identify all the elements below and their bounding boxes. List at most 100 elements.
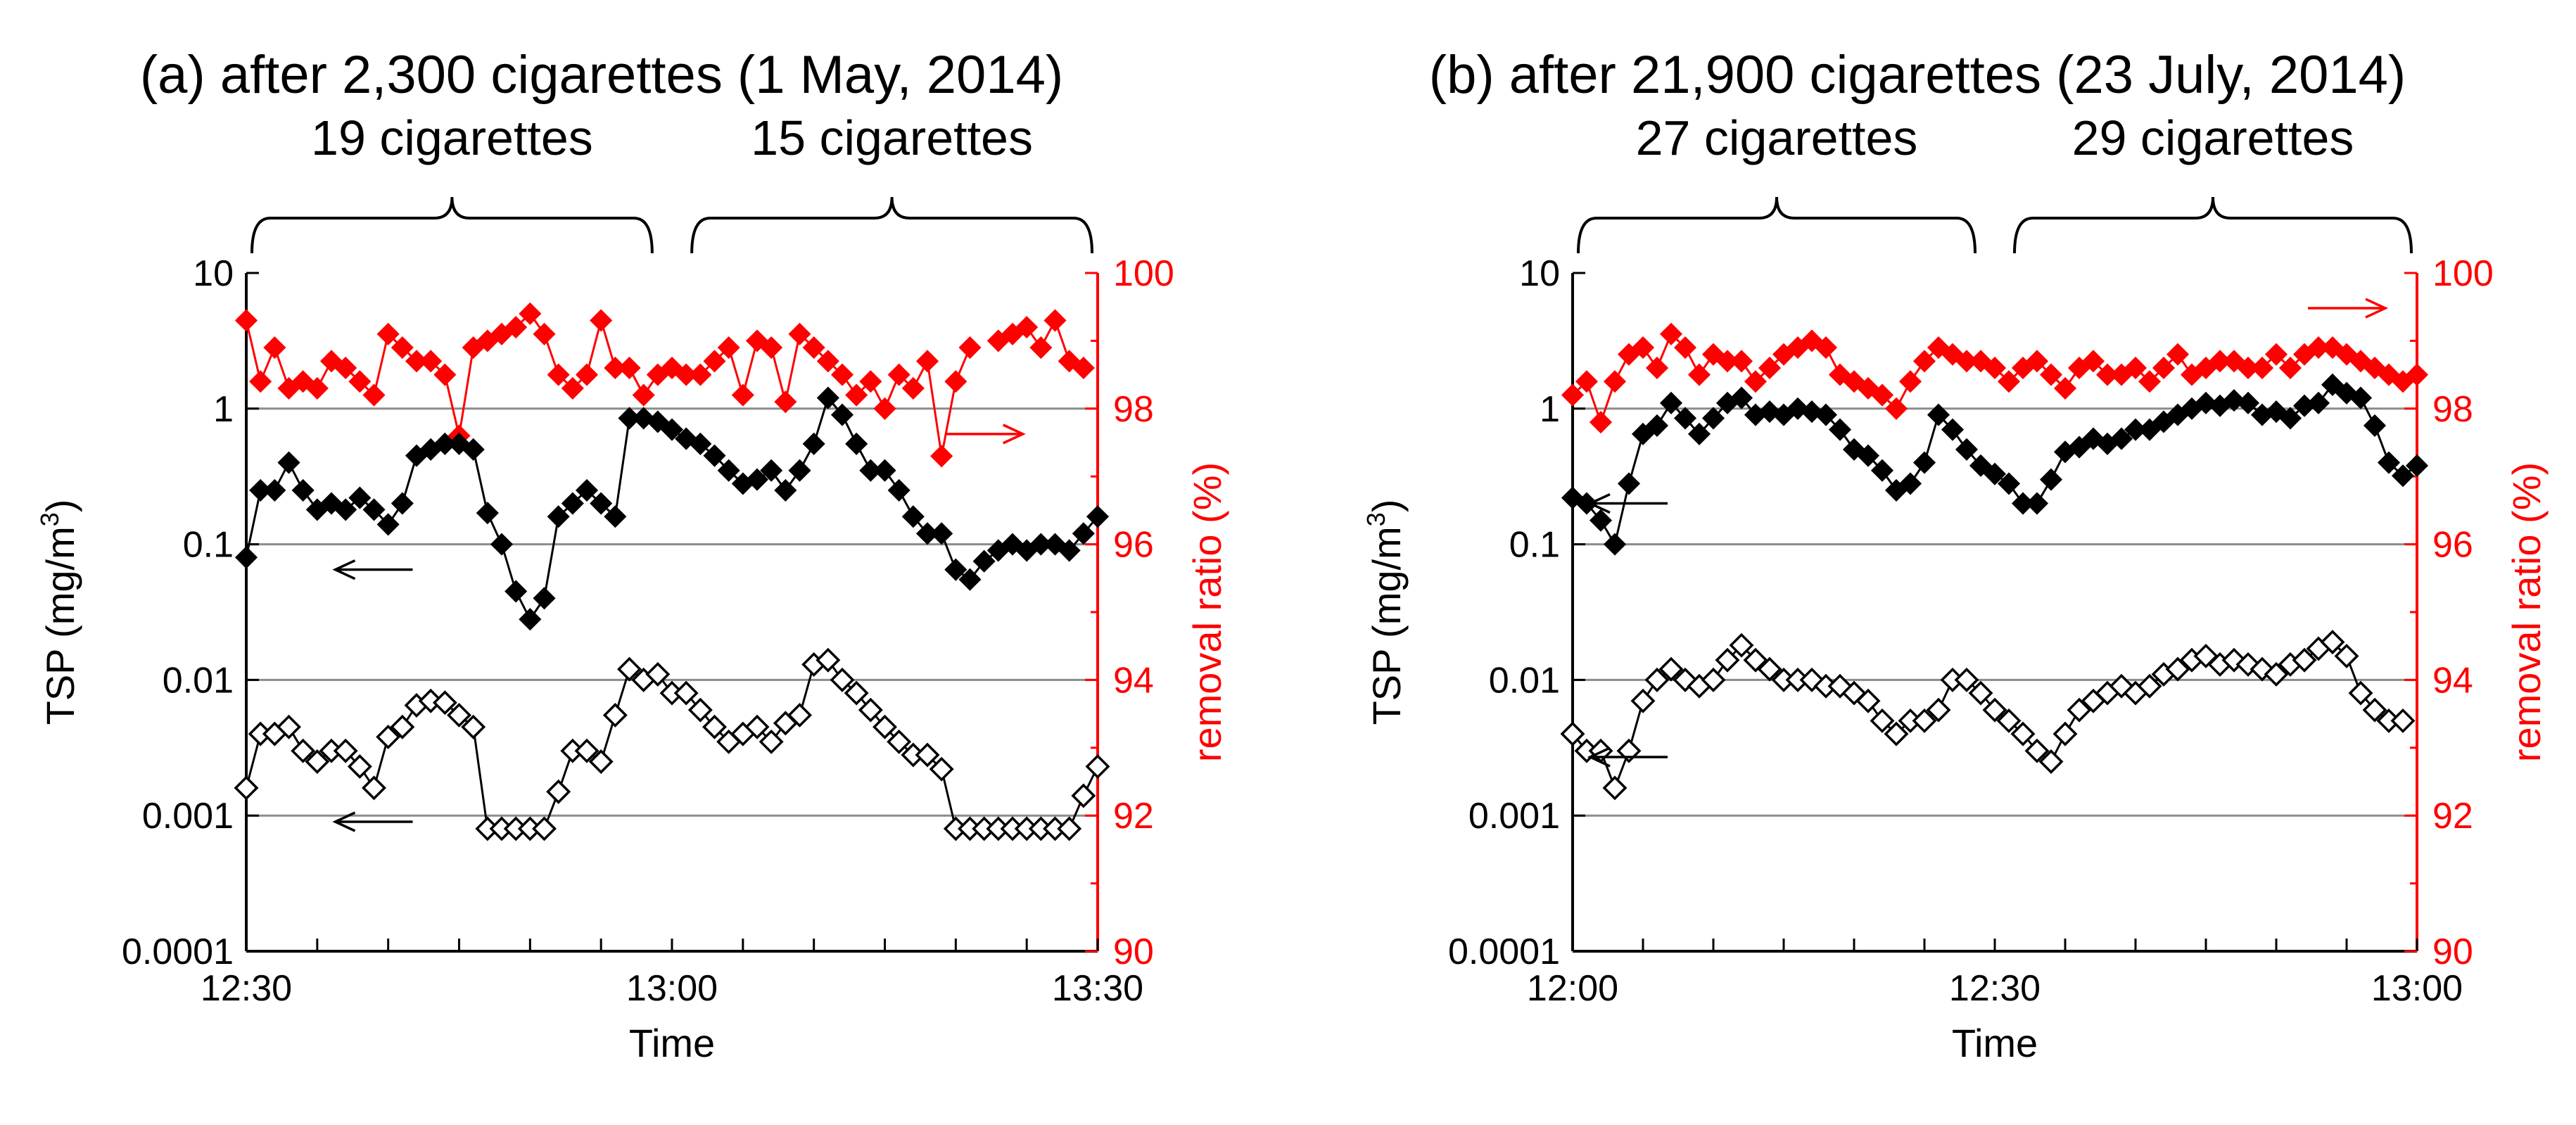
data-point — [858, 697, 883, 723]
data-point — [2307, 391, 2330, 414]
data-point — [362, 383, 386, 407]
data-point — [277, 451, 300, 474]
y-left-tick-label: 0.0001 — [1448, 932, 1560, 972]
data-point — [930, 522, 953, 545]
data-point — [419, 350, 443, 373]
y-right-tick-label: 100 — [2432, 253, 2494, 294]
data-point — [391, 336, 414, 360]
data-point — [2137, 673, 2162, 699]
y-right-tick-label: 90 — [2432, 932, 2473, 972]
data-point — [2250, 356, 2274, 380]
data-point — [689, 432, 712, 455]
data-point — [263, 336, 286, 360]
data-point — [1687, 363, 1711, 386]
group-brace — [250, 196, 654, 254]
chart-title: (b) after 21,900 cigarettes (23 July, 20… — [1429, 45, 2406, 105]
y-axis-left-label-close: ) — [38, 500, 82, 513]
data-point — [519, 302, 542, 325]
data-point — [1898, 370, 1922, 393]
arrow-head — [1587, 492, 1611, 514]
data-point — [1912, 708, 1937, 733]
data-point — [1730, 350, 1753, 373]
data-point — [2025, 492, 2049, 515]
y-axis-left-label-text: TSP (mg/m — [1364, 526, 1409, 725]
y-left-tick-label: 0.01 — [1489, 660, 1560, 701]
data-point — [305, 749, 330, 774]
data-point — [2025, 350, 2049, 373]
group-brace — [1577, 196, 1977, 254]
data-point — [1058, 539, 1081, 562]
data-point — [333, 738, 358, 763]
data-point — [745, 468, 769, 491]
data-point — [944, 558, 967, 581]
data-point — [376, 513, 400, 536]
data-point — [234, 775, 259, 801]
panel-b: (b) after 21,900 cigarettes (23 July, 20… — [1362, 45, 2549, 1065]
data-point — [2278, 407, 2302, 430]
y-left-tick-label: 0.1 — [1509, 525, 1560, 566]
y-left-tick-label: 0.01 — [163, 660, 234, 701]
data-point — [689, 363, 712, 386]
data-point — [901, 505, 925, 528]
y-axis-right-label: removal ratio (%) — [1185, 462, 1229, 762]
data-point — [391, 492, 414, 515]
data-point — [1996, 708, 2022, 733]
data-point — [291, 478, 315, 502]
data-point — [2067, 436, 2091, 459]
data-point — [645, 661, 671, 687]
data-point — [1043, 309, 1067, 332]
data-point — [1898, 472, 1922, 495]
data-point — [476, 502, 499, 525]
data-point — [717, 459, 740, 482]
data-point — [2292, 647, 2317, 673]
data-point — [447, 702, 471, 727]
data-point — [574, 738, 599, 763]
data-point — [2109, 427, 2133, 450]
data-point — [760, 336, 783, 360]
arrow-head — [2365, 298, 2389, 319]
data-point — [348, 486, 372, 509]
data-point — [2038, 749, 2064, 774]
data-point — [532, 816, 557, 841]
data-point — [1715, 647, 1740, 673]
group-label: 29 cigarettes — [2072, 110, 2354, 165]
data-point — [546, 779, 571, 804]
data-point — [519, 608, 542, 631]
data-point — [702, 714, 727, 739]
data-point — [2320, 630, 2345, 655]
data-point — [703, 444, 726, 467]
data-point — [774, 478, 797, 502]
data-point — [1758, 356, 1782, 380]
x-tick-label: 12:30 — [201, 968, 292, 1009]
data-point — [575, 478, 599, 502]
data-point — [2010, 721, 2036, 746]
y-left-tick-label: 10 — [1519, 253, 1560, 294]
arrow-head — [332, 811, 356, 832]
data-point — [234, 309, 258, 332]
data-point — [660, 418, 684, 441]
data-point — [1645, 414, 1669, 437]
data-point — [673, 680, 699, 706]
x-axis-label: Time — [1952, 1021, 2038, 1065]
data-point — [1856, 444, 1880, 467]
data-point — [490, 533, 514, 556]
y-axis-left-label-superscript: 3 — [35, 512, 64, 526]
data-point — [348, 370, 372, 393]
data-point — [2165, 656, 2190, 682]
y-left-tick-label: 0.001 — [142, 796, 234, 837]
y-left-tick-label: 0.0001 — [122, 932, 234, 972]
x-tick-label: 13:00 — [2371, 968, 2463, 1009]
data-point — [787, 702, 812, 727]
data-point — [590, 492, 613, 515]
y-left-tick-label: 1 — [1540, 389, 1560, 430]
data-point — [873, 397, 896, 420]
data-point — [930, 445, 953, 468]
data-point — [604, 505, 627, 528]
data-point — [2124, 356, 2147, 380]
y-axis-left-label: TSP (mg/m3) — [1362, 500, 1409, 725]
data-point — [1603, 533, 1627, 556]
data-point — [1954, 667, 1979, 692]
data-point — [873, 459, 896, 482]
data-point — [972, 549, 996, 573]
